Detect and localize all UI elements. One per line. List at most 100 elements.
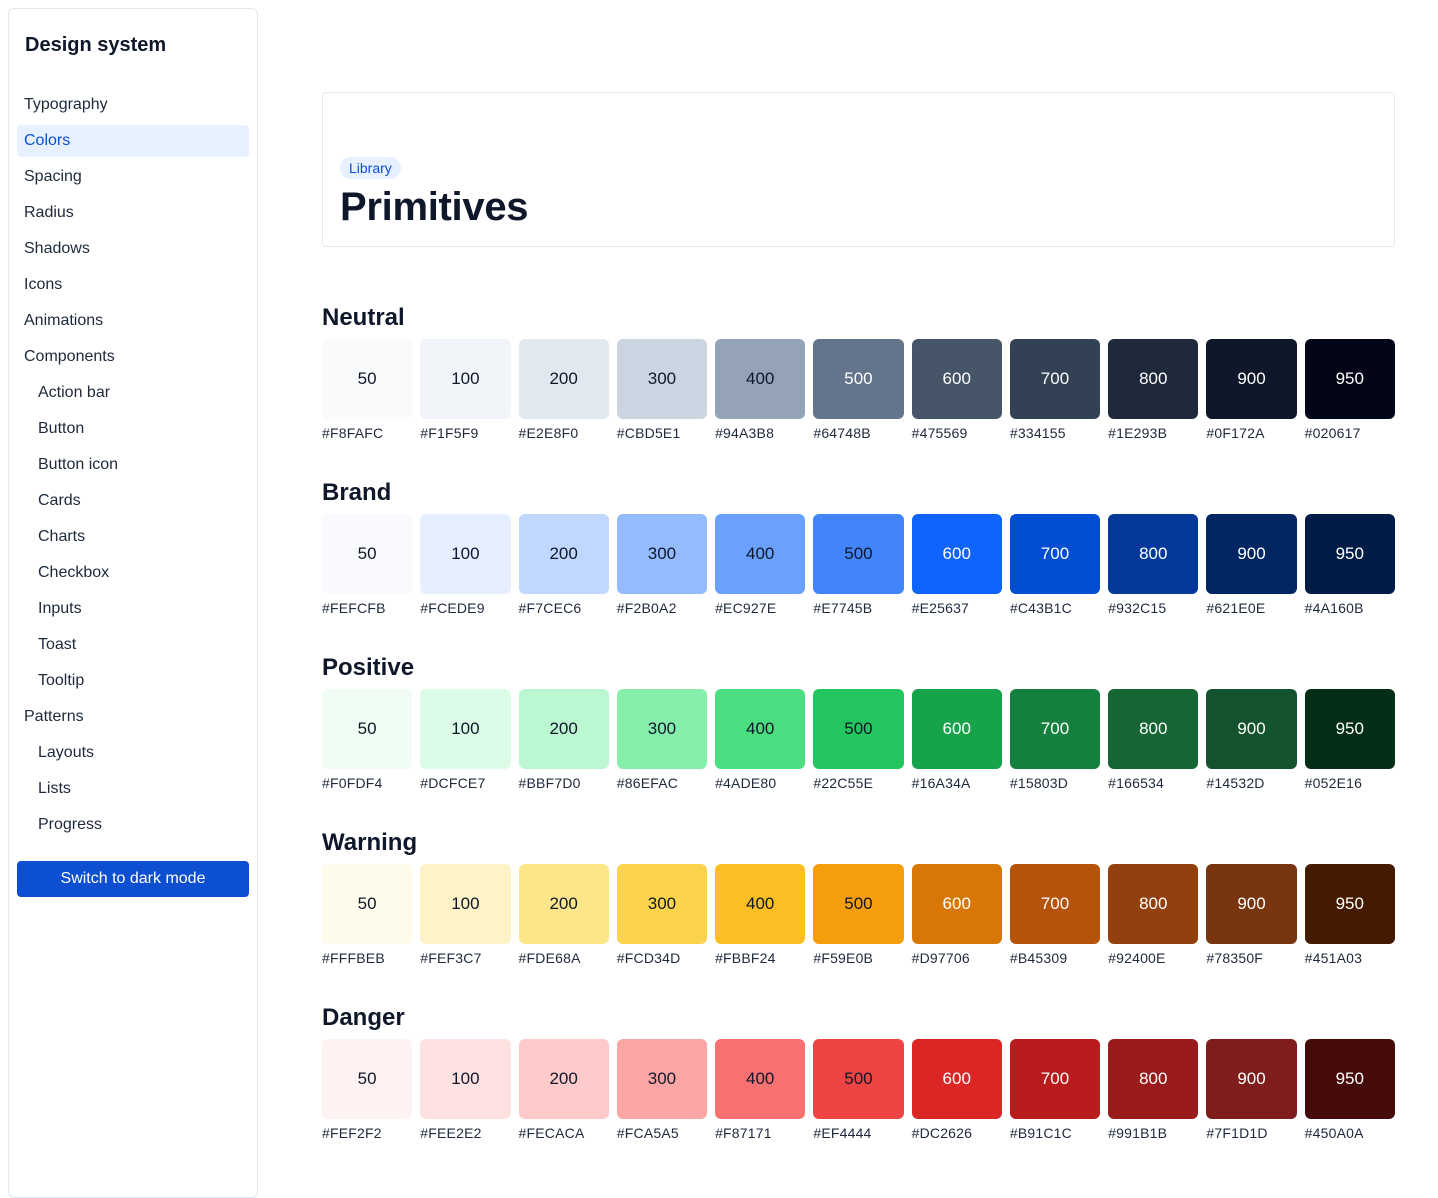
sidebar-item-spacing[interactable]: Spacing	[24, 168, 82, 185]
swatch-950: 950 #450A0A	[1304, 1039, 1395, 1141]
swatch-color-box[interactable]: 50	[322, 1039, 413, 1119]
swatch-600: 600 #16A34A	[911, 689, 1002, 791]
swatch-color-box[interactable]: 900	[1206, 514, 1297, 594]
library-badge: Library	[340, 157, 401, 179]
swatch-600: 600 #E25637	[911, 514, 1002, 616]
swatch-hex-label: #D97706	[911, 950, 970, 966]
swatch-hex-label: #CBD5E1	[616, 425, 681, 441]
swatch-color-box[interactable]: 500	[813, 1039, 904, 1119]
sidebar-item-charts[interactable]: Charts	[38, 528, 86, 545]
sidebar-item-radius[interactable]: Radius	[24, 204, 74, 221]
sidebar-item-icons[interactable]: Icons	[24, 276, 63, 293]
swatch-color-box[interactable]: 50	[322, 514, 413, 594]
swatch-color-box[interactable]: 200	[518, 339, 609, 419]
sidebar-item-colors[interactable]: Colors	[17, 125, 249, 157]
swatch-200: 200 #FECACA	[518, 1039, 609, 1141]
swatch-color-box[interactable]: 600	[911, 689, 1002, 769]
swatch-300: 300 #CBD5E1	[616, 339, 708, 441]
swatch-color-box[interactable]: 600	[911, 1039, 1002, 1119]
swatch-color-box[interactable]: 600	[911, 514, 1002, 594]
swatch-color-box[interactable]: 50	[322, 339, 413, 419]
swatch-color-box[interactable]: 300	[616, 339, 708, 419]
swatch-color-box[interactable]: 950	[1304, 514, 1395, 594]
swatch-800: 800 #932C15	[1108, 514, 1199, 616]
swatch-hex-label: #94A3B8	[715, 425, 775, 441]
swatch-color-box[interactable]: 500	[813, 864, 904, 944]
swatch-color-box[interactable]: 900	[1206, 339, 1297, 419]
swatch-hex-label: #EC927E	[715, 600, 777, 616]
sidebar-item-checkbox[interactable]: Checkbox	[38, 564, 110, 581]
swatch-900: 900 #621E0E	[1206, 514, 1297, 616]
swatch-color-box[interactable]: 100	[420, 339, 511, 419]
sidebar-item-button[interactable]: Button	[38, 420, 85, 437]
swatch-color-box[interactable]: 600	[911, 339, 1002, 419]
swatch-color-box[interactable]: 900	[1206, 689, 1297, 769]
sidebar-item-cards[interactable]: Cards	[38, 492, 81, 509]
swatch-color-box[interactable]: 400	[715, 514, 806, 594]
sidebar-item-animations[interactable]: Animations	[24, 312, 104, 329]
swatch-color-box[interactable]: 200	[518, 1039, 609, 1119]
swatch-color-box[interactable]: 100	[420, 864, 511, 944]
swatch-200: 200 #FDE68A	[518, 864, 609, 966]
swatch-color-box[interactable]: 400	[715, 1039, 806, 1119]
swatch-color-box[interactable]: 500	[813, 689, 904, 769]
swatch-color-box[interactable]: 800	[1108, 864, 1199, 944]
swatch-color-box[interactable]: 200	[518, 864, 609, 944]
swatch-color-box[interactable]: 400	[715, 689, 806, 769]
swatch-color-box[interactable]: 950	[1304, 864, 1395, 944]
swatch-color-box[interactable]: 600	[911, 864, 1002, 944]
sidebar-item-action-bar[interactable]: Action bar	[38, 384, 111, 401]
swatch-color-box[interactable]: 400	[715, 339, 806, 419]
sidebar-item-lists[interactable]: Lists	[38, 780, 71, 797]
swatch-hex-label: #4ADE80	[715, 775, 777, 791]
swatch-color-box[interactable]: 100	[420, 689, 511, 769]
sidebar-item-layouts[interactable]: Layouts	[38, 744, 95, 761]
swatch-color-box[interactable]: 950	[1304, 689, 1395, 769]
sidebar-item-patterns[interactable]: Patterns	[24, 708, 84, 725]
swatch-400: 400 #FBBF24	[715, 864, 806, 966]
sidebar-item-shadows[interactable]: Shadows	[24, 240, 90, 257]
swatch-color-box[interactable]: 950	[1304, 1039, 1395, 1119]
dark-mode-toggle-button[interactable]: Switch to dark mode	[17, 861, 249, 897]
sidebar-item-button-icon[interactable]: Button icon	[38, 456, 119, 473]
swatch-color-box[interactable]: 300	[616, 689, 708, 769]
swatch-color-box[interactable]: 700	[1009, 514, 1101, 594]
sidebar-item-inputs[interactable]: Inputs	[38, 600, 82, 617]
swatch-color-box[interactable]: 800	[1108, 339, 1199, 419]
sidebar-item-typography[interactable]: Typography	[24, 96, 108, 113]
sidebar-item-toast[interactable]: Toast	[38, 636, 77, 653]
swatch-hex-label: #FEF2F2	[322, 1125, 382, 1141]
swatch-color-box[interactable]: 900	[1206, 1039, 1297, 1119]
swatch-900: 900 #14532D	[1206, 689, 1297, 791]
swatch-color-box[interactable]: 100	[420, 514, 511, 594]
swatch-600: 600 #DC2626	[911, 1039, 1002, 1141]
swatch-color-box[interactable]: 300	[616, 514, 708, 594]
swatch-color-box[interactable]: 900	[1206, 864, 1297, 944]
swatch-color-box[interactable]: 200	[518, 689, 609, 769]
swatch-color-box[interactable]: 200	[518, 514, 609, 594]
sidebar-item-components[interactable]: Components	[24, 348, 115, 365]
swatch-color-box[interactable]: 700	[1009, 864, 1101, 944]
sidebar-item-tooltip[interactable]: Tooltip	[38, 672, 85, 689]
swatch-hex-label: #991B1B	[1108, 1125, 1168, 1141]
swatch-color-box[interactable]: 800	[1108, 689, 1199, 769]
swatch-color-box[interactable]: 50	[322, 689, 413, 769]
swatch-color-box[interactable]: 500	[813, 339, 904, 419]
swatch-color-box[interactable]: 700	[1009, 1039, 1101, 1119]
swatch-100: 100 #FCEDE9	[420, 514, 511, 616]
swatch-color-box[interactable]: 700	[1009, 339, 1101, 419]
swatch-color-box[interactable]: 300	[616, 864, 708, 944]
swatch-color-box[interactable]: 400	[715, 864, 806, 944]
palette-title: Positive	[322, 654, 415, 681]
swatch-700: 700 #334155	[1009, 339, 1101, 441]
swatch-color-box[interactable]: 800	[1108, 514, 1199, 594]
swatch-color-box[interactable]: 500	[813, 514, 904, 594]
swatch-color-box[interactable]: 950	[1304, 339, 1395, 419]
swatch-color-box[interactable]: 700	[1009, 689, 1101, 769]
swatch-color-box[interactable]: 50	[322, 864, 413, 944]
swatch-color-box[interactable]: 100	[420, 1039, 511, 1119]
swatch-50: 50 #FFFBEB	[322, 864, 413, 966]
swatch-color-box[interactable]: 800	[1108, 1039, 1199, 1119]
swatch-color-box[interactable]: 300	[616, 1039, 708, 1119]
sidebar-item-progress[interactable]: Progress	[38, 816, 103, 833]
